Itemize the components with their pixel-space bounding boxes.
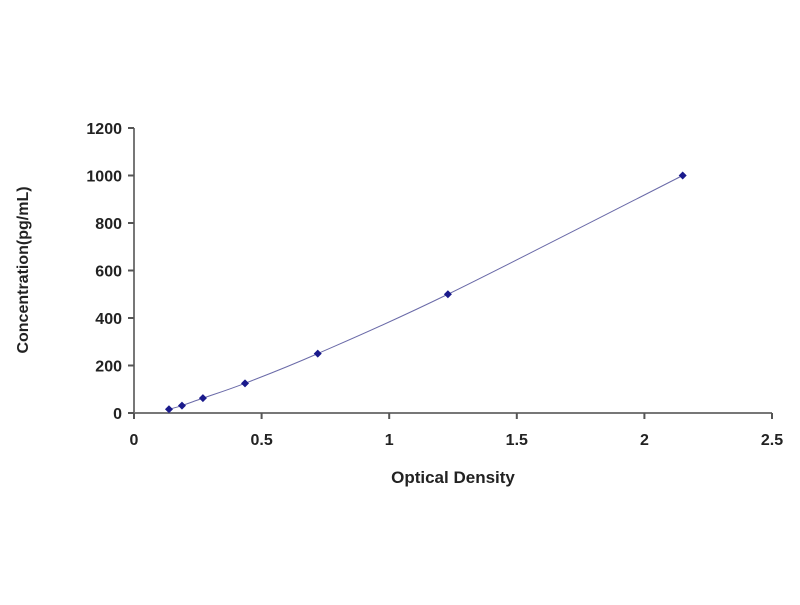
y-tick-label: 1000 xyxy=(86,169,122,186)
axes xyxy=(133,128,772,414)
data-point xyxy=(177,401,186,410)
y-axis-label: Concentration(pg/mL) xyxy=(15,186,32,353)
data-point xyxy=(678,171,687,180)
y-tick-label: 0 xyxy=(113,406,122,423)
x-tick-label: 0.5 xyxy=(250,432,272,449)
y-tick-label: 400 xyxy=(95,311,122,328)
data-point xyxy=(198,394,207,403)
x-tick-label: 0 xyxy=(130,432,139,449)
data-points xyxy=(164,171,687,414)
fit-line xyxy=(168,175,683,410)
y-tick-label: 800 xyxy=(95,216,122,233)
x-tick-label: 2 xyxy=(640,432,649,449)
data-point xyxy=(313,349,322,358)
y-tick-label: 1200 xyxy=(86,121,122,138)
x-tick-label: 1 xyxy=(385,432,394,449)
y-tick-label: 600 xyxy=(95,264,122,281)
x-tick-label: 2.5 xyxy=(761,432,783,449)
x-axis-label: Optical Density xyxy=(391,468,515,487)
data-point xyxy=(241,379,250,388)
y-tick-label: 200 xyxy=(95,359,122,376)
ticks: 0 0.5 1 1.5 2 2.5 0 200 400 600 800 1000 1200 xyxy=(86,121,783,449)
x-tick-label: 1.5 xyxy=(506,432,528,449)
data-point xyxy=(164,405,173,414)
data-point xyxy=(443,290,452,299)
